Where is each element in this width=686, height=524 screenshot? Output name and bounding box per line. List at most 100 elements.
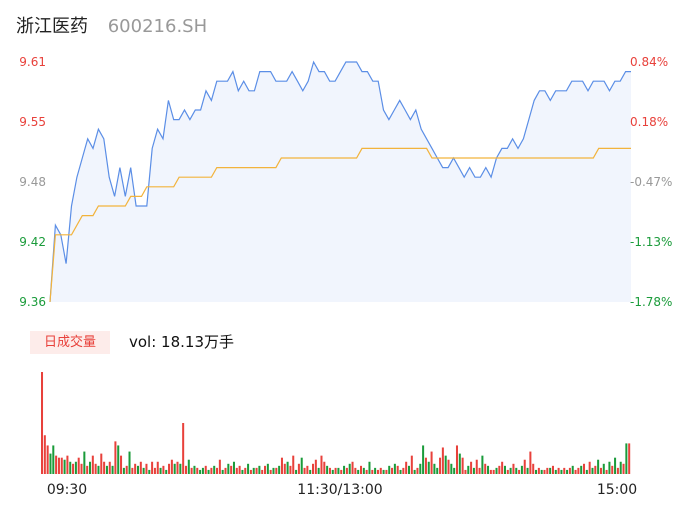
volume-bar: [266, 463, 269, 474]
volume-bar: [60, 457, 63, 474]
volume-bar: [453, 467, 456, 474]
volume-bar: [66, 455, 69, 474]
volume-bar: [563, 467, 566, 474]
volume-bar: [201, 467, 204, 474]
volume-bar: [74, 461, 77, 474]
y-tick-left: 9.36: [19, 295, 46, 309]
volume-bar: [509, 467, 512, 474]
volume-bar: [560, 469, 563, 474]
volume-tab[interactable]: 日成交量: [30, 331, 110, 354]
volume-bar: [416, 467, 419, 474]
volume-bar: [337, 467, 340, 474]
y-tick-right: -0.47%: [630, 175, 672, 189]
volume-bar: [83, 451, 86, 474]
volume-bar: [470, 461, 473, 474]
volume-bar: [532, 463, 535, 474]
volume-bar: [261, 469, 264, 474]
volume-bar: [546, 467, 549, 474]
volume-bar: [235, 467, 238, 474]
volume-bar: [501, 461, 504, 474]
volume-bar: [49, 453, 52, 474]
volume-bar: [148, 469, 151, 474]
volume-bar: [184, 465, 187, 474]
volume-bar: [221, 469, 224, 474]
volume-bar: [503, 465, 506, 474]
volume-bar: [557, 467, 560, 474]
volume-bar: [323, 461, 326, 474]
volume-bar: [439, 457, 442, 474]
volume-bar: [286, 461, 289, 474]
volume-bar: [461, 457, 464, 474]
volume-bar: [326, 465, 329, 474]
volume-bar: [317, 467, 320, 474]
volume-bar: [467, 465, 470, 474]
volume-bar: [196, 467, 199, 474]
volume-bar: [365, 469, 368, 474]
volume-bar: [159, 467, 162, 474]
volume-bar: [551, 465, 554, 474]
volume-bar: [249, 469, 252, 474]
volume-bar: [125, 465, 128, 474]
volume-bar: [512, 463, 515, 474]
x-tick-midday: 11:30/13:00: [297, 482, 382, 498]
volume-bar: [207, 469, 210, 474]
volume-bar: [269, 469, 272, 474]
volume-bar: [340, 469, 343, 474]
volume-label: vol: 18.13万手: [129, 333, 234, 351]
volume-bar: [455, 445, 458, 474]
volume-bar: [77, 457, 80, 474]
volume-bar: [255, 467, 258, 474]
volume-bar: [368, 461, 371, 474]
volume-bar: [320, 455, 323, 474]
volume-bar: [543, 469, 546, 474]
volume-bar: [232, 461, 235, 474]
volume-bar: [393, 463, 396, 474]
volume-bar: [105, 465, 108, 474]
volume-bar: [306, 465, 309, 474]
volume-bar: [331, 469, 334, 474]
volume-bar: [297, 463, 300, 474]
stock-name: 浙江医药: [16, 16, 88, 37]
volume-bar: [314, 459, 317, 474]
y-tick-right: -1.78%: [630, 295, 672, 309]
volume-bar: [345, 467, 348, 474]
volume-bar: [134, 463, 137, 474]
volume-bar: [300, 457, 303, 474]
y-tick-right: 0.18%: [630, 115, 668, 129]
volume-bar: [422, 445, 425, 474]
volume-bar: [371, 469, 374, 474]
volume-bar: [585, 469, 588, 474]
volume-bar: [537, 467, 540, 474]
volume-bar: [244, 467, 247, 474]
volume-bar: [599, 467, 602, 474]
volume-bar: [111, 465, 114, 474]
volume-bar: [628, 443, 631, 474]
volume-bar: [464, 469, 467, 474]
y-tick-right: -1.13%: [630, 235, 672, 249]
volume-bar: [382, 469, 385, 474]
volume-bar: [182, 423, 185, 474]
volume-bar: [292, 455, 295, 474]
volume-bar: [57, 457, 60, 474]
volume-bar: [616, 467, 619, 474]
y-tick-left: 9.55: [19, 115, 46, 129]
volume-bar: [199, 469, 202, 474]
volume-bar: [80, 463, 83, 474]
volume-bar: [619, 461, 622, 474]
volume-bar: [419, 463, 422, 474]
volume-bar: [388, 465, 391, 474]
avg-line: [49, 147, 631, 303]
volume-bar: [354, 467, 357, 474]
volume-bar: [594, 465, 597, 474]
stock-code: 600216.SH: [107, 16, 208, 37]
volume-bar: [309, 469, 312, 474]
volume-bar: [278, 465, 281, 474]
price-area: [50, 62, 631, 302]
volume-bar: [379, 467, 382, 474]
volume-bar: [625, 443, 628, 474]
volume-bar: [283, 463, 286, 474]
volume-bar: [187, 459, 190, 474]
volume-bar: [427, 461, 430, 474]
volume-bar: [478, 467, 481, 474]
volume-bar: [86, 465, 89, 474]
